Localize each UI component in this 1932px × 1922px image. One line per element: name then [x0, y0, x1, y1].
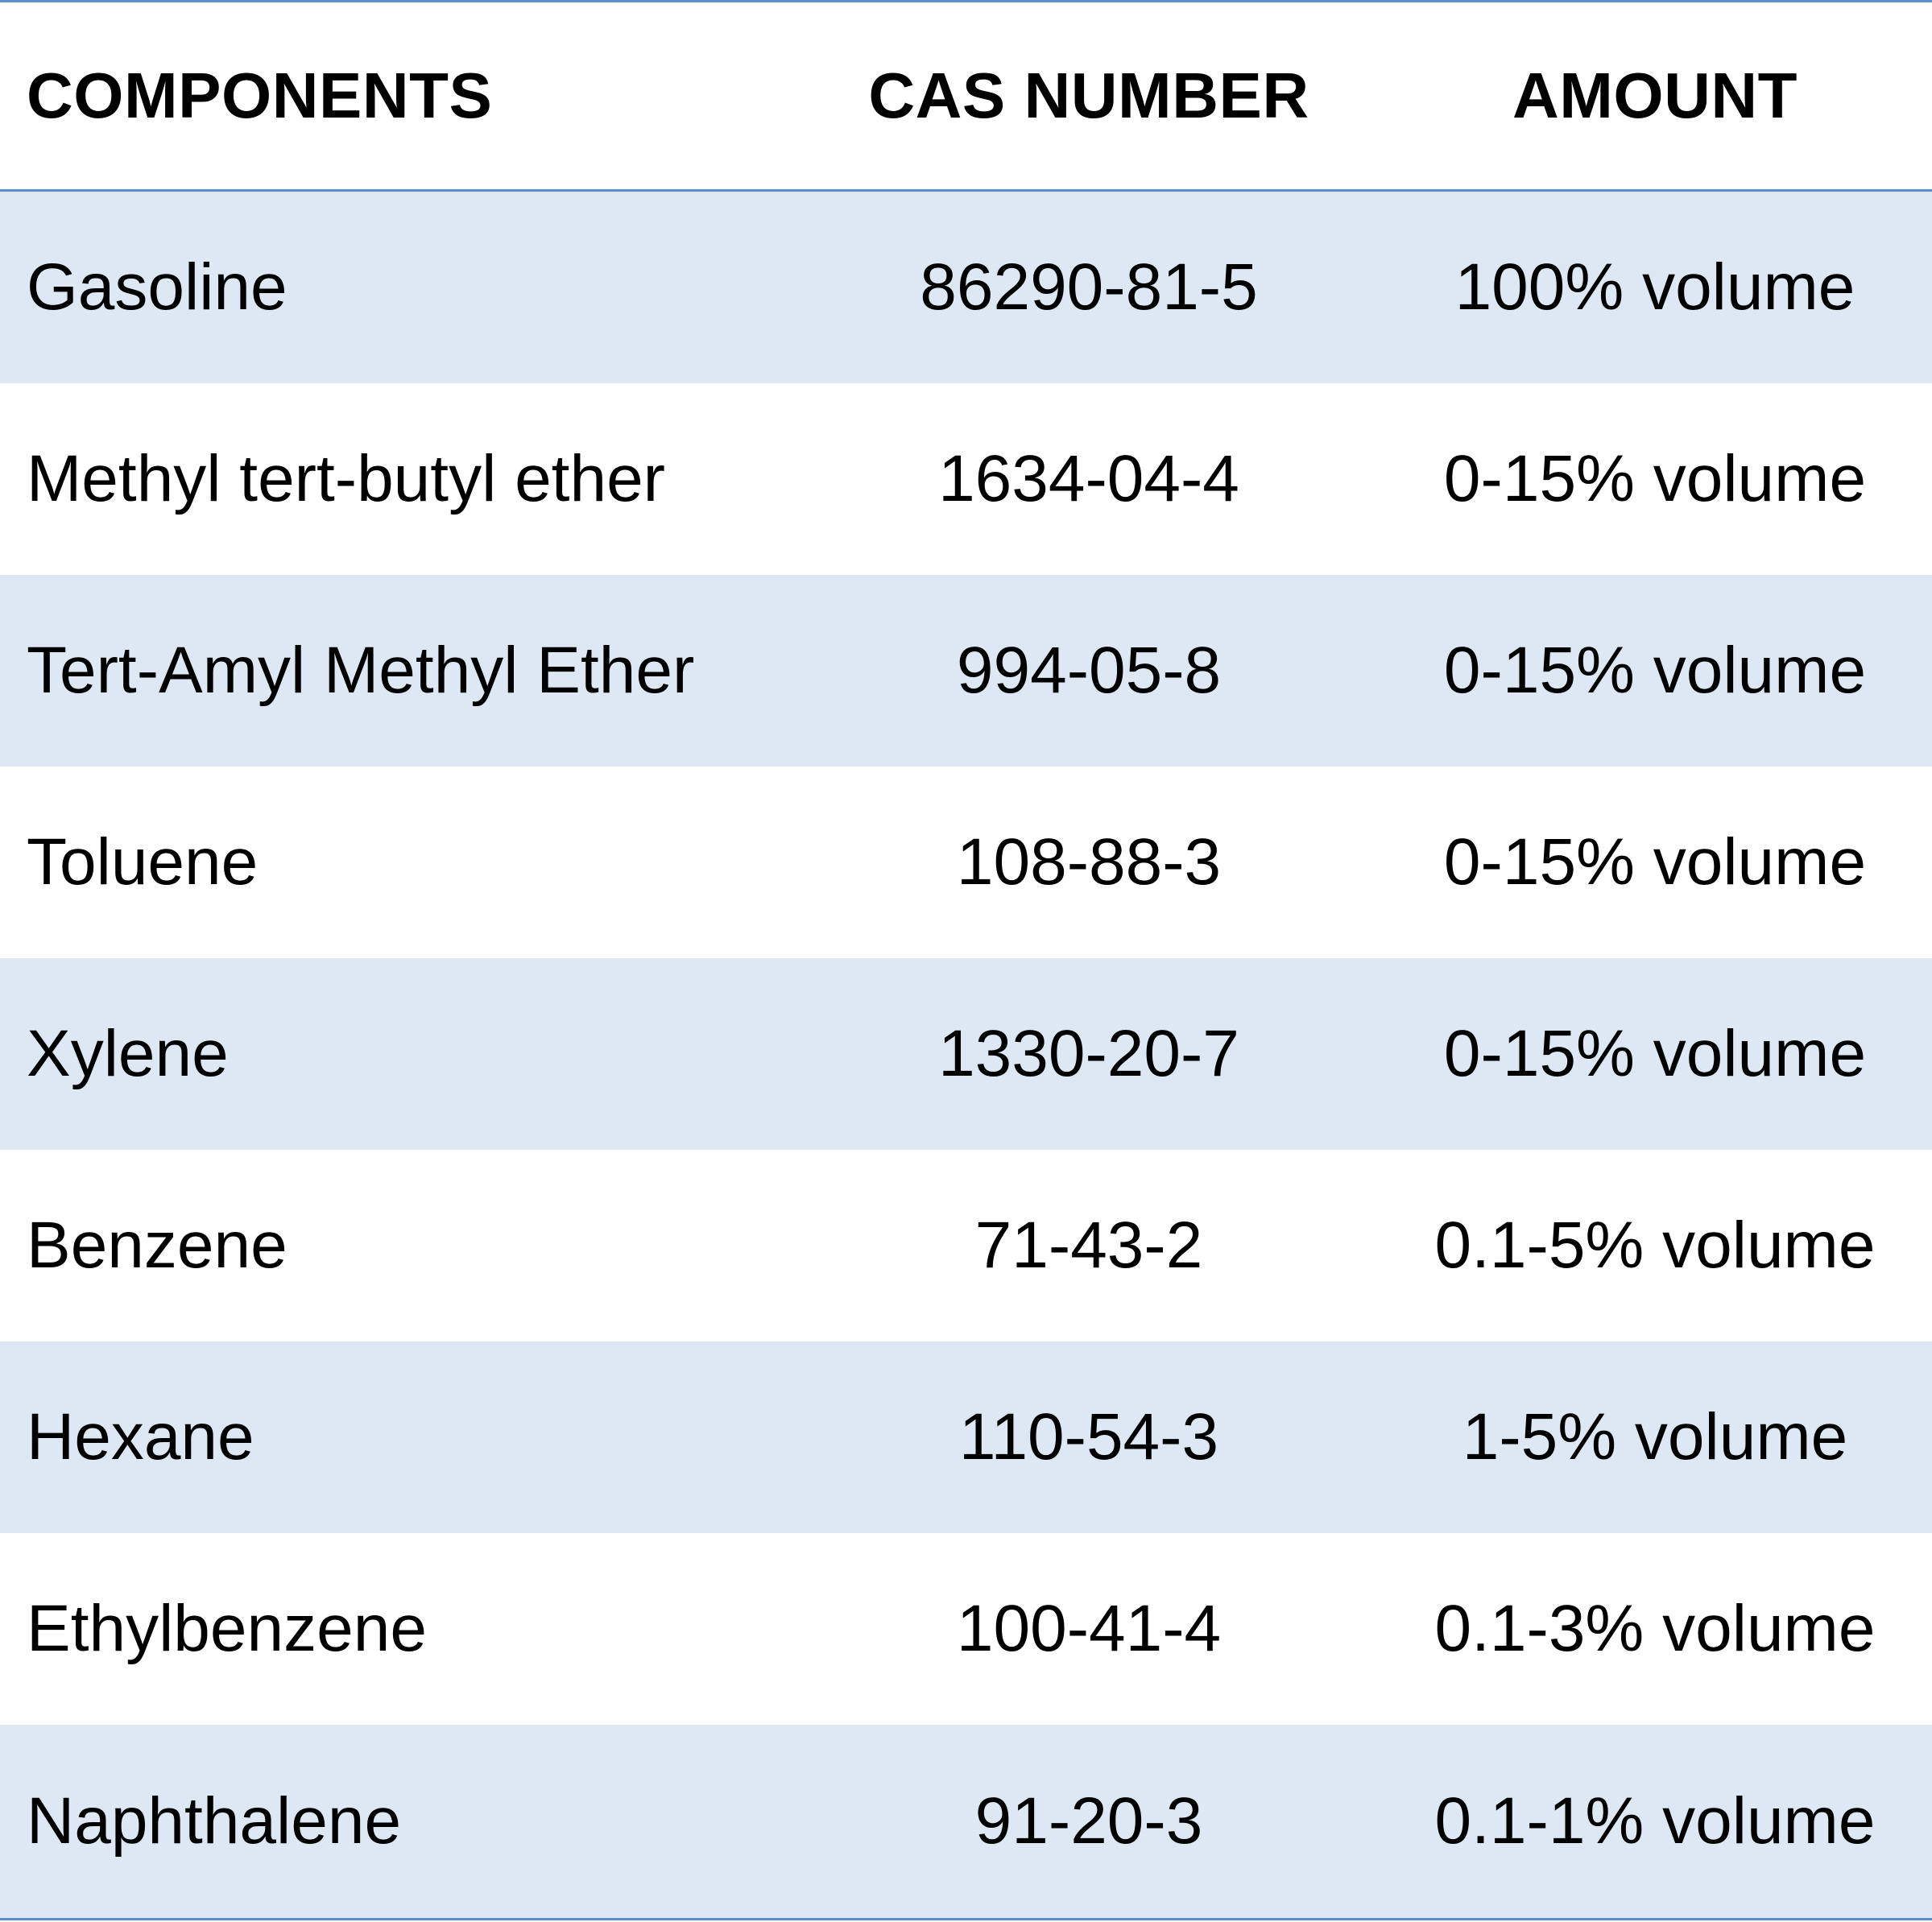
- component-cell: Xylene: [27, 1017, 229, 1090]
- header-cas-number: CAS NUMBER: [868, 60, 1309, 131]
- top-rule: [0, 0, 1932, 2]
- table-row: Xylene 1330-20-7 0-15% volume: [0, 958, 1932, 1150]
- component-cell: Benzene: [27, 1209, 288, 1282]
- table-row: Methyl tert-butyl ether 1634-04-4 0-15% …: [0, 383, 1932, 575]
- amount-cell: 0-15% volume: [1443, 825, 1867, 899]
- cas-cell: 1330-20-7: [938, 1017, 1239, 1090]
- amount-cell: 0-15% volume: [1443, 442, 1867, 515]
- cas-cell: 91-20-3: [974, 1784, 1203, 1858]
- table-row: Toluene 108-88-3 0-15% volume: [0, 767, 1932, 958]
- cas-cell: 86290-81-5: [920, 250, 1258, 324]
- amount-cell: 100% volume: [1454, 250, 1855, 324]
- component-cell: Naphthalene: [27, 1784, 402, 1858]
- component-cell: Ethylbenzene: [27, 1592, 427, 1665]
- bottom-rule: [0, 1918, 1932, 1920]
- amount-cell: 0.1-5% volume: [1434, 1209, 1876, 1282]
- table-header-row: COMPONENTS CAS NUMBER AMOUNT: [0, 2, 1932, 192]
- amount-cell: 0-15% volume: [1443, 1017, 1867, 1090]
- amount-cell: 0.1-1% volume: [1434, 1784, 1876, 1858]
- table-row: Tert-Amyl Methyl Ether 994-05-8 0-15% vo…: [0, 575, 1932, 767]
- cas-cell: 108-88-3: [956, 825, 1222, 899]
- table-row: Naphthalene 91-20-3 0.1-1% volume: [0, 1725, 1932, 1918]
- component-cell: Methyl tert-butyl ether: [27, 442, 665, 515]
- amount-cell: 0-15% volume: [1443, 634, 1867, 707]
- header-components: COMPONENTS: [27, 60, 493, 131]
- table-row: Ethylbenzene 100-41-4 0.1-3% volume: [0, 1533, 1932, 1725]
- component-cell: Toluene: [27, 825, 259, 899]
- header-amount: AMOUNT: [1512, 60, 1798, 131]
- table-row: Benzene 71-43-2 0.1-5% volume: [0, 1150, 1932, 1341]
- cas-cell: 1634-04-4: [938, 442, 1239, 515]
- cas-cell: 71-43-2: [974, 1209, 1203, 1282]
- component-cell: Tert-Amyl Methyl Ether: [27, 634, 695, 707]
- cas-cell: 994-05-8: [956, 634, 1222, 707]
- cas-cell: 110-54-3: [958, 1400, 1219, 1474]
- component-cell: Gasoline: [27, 250, 288, 324]
- table-row: Hexane 110-54-3 1-5% volume: [0, 1341, 1932, 1533]
- cas-cell: 100-41-4: [956, 1592, 1222, 1665]
- amount-cell: 1-5% volume: [1462, 1400, 1848, 1474]
- table-row: Gasoline 86290-81-5 100% volume: [0, 192, 1932, 383]
- amount-cell: 0.1-3% volume: [1434, 1592, 1876, 1665]
- component-cell: Hexane: [27, 1400, 254, 1474]
